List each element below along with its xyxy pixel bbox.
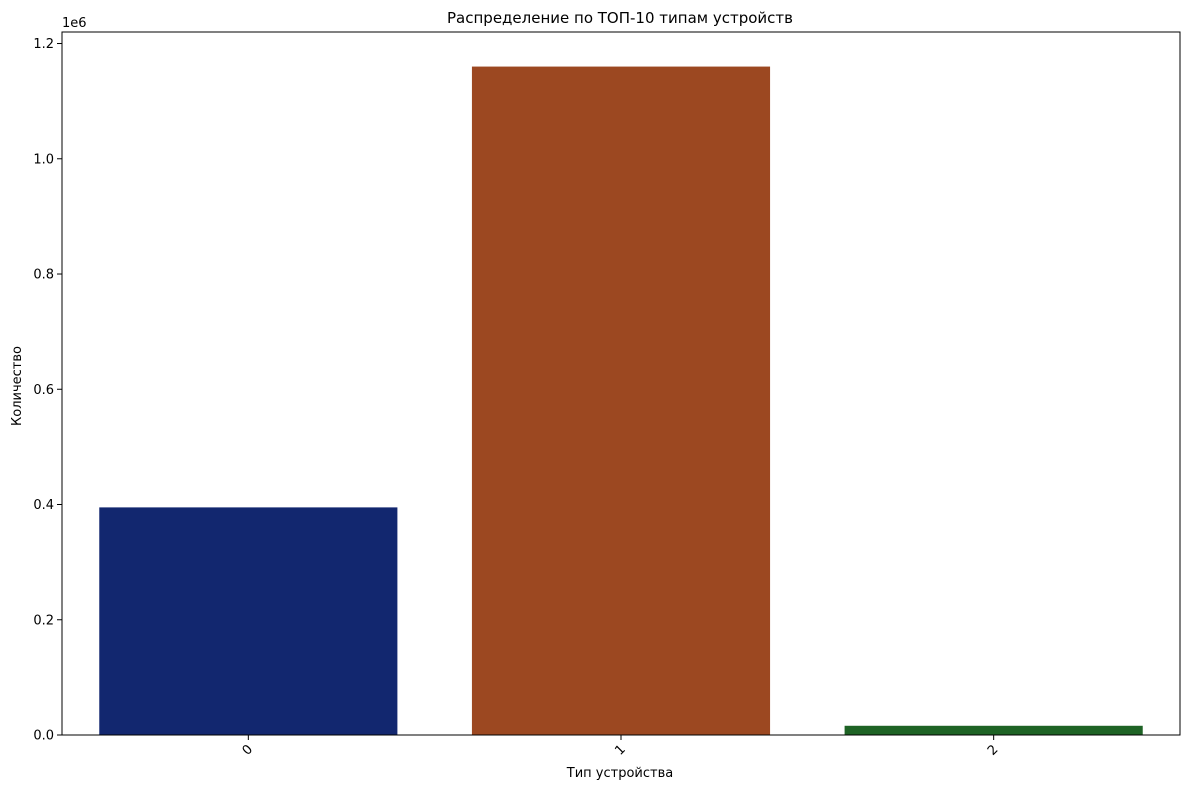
y-axis-ticks: 0.0 0.2 0.4 0.6 0.8 1.0 1.2: [33, 37, 62, 744]
y-tick-label: 0.8: [33, 268, 54, 283]
y-axis-offset-text: 1e6: [62, 16, 87, 31]
x-tick-label-0: 0: [240, 742, 256, 758]
y-tick-label: 1.2: [33, 37, 54, 52]
y-tick-label: 0.6: [33, 383, 54, 398]
x-tick-label-1: 1: [612, 742, 628, 758]
bars-layer: [99, 66, 1143, 735]
y-tick-label: 0.0: [33, 729, 54, 744]
y-tick-label: 0.2: [33, 613, 54, 628]
y-tick-label: 1.0: [33, 152, 54, 167]
bar-2: [844, 725, 1143, 735]
y-axis-label: Количество: [10, 346, 25, 426]
x-tick-label-2: 2: [985, 742, 1001, 758]
axes-spines: [61, 31, 1181, 736]
bar-1: [471, 66, 771, 735]
chart-title: Распределение по ТОП-10 типам устройств: [447, 9, 793, 27]
y-tick-label: 0.4: [33, 498, 54, 513]
plot-frame: [61, 31, 1181, 736]
x-axis-label: Тип устройства: [566, 766, 673, 781]
bar-0: [99, 507, 398, 735]
x-axis-ticks: 0 1 2: [240, 735, 1001, 759]
